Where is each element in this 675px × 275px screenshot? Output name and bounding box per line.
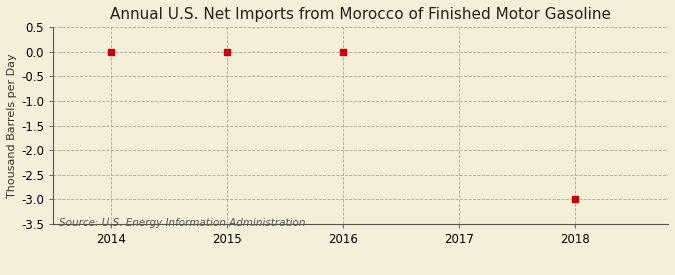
Y-axis label: Thousand Barrels per Day: Thousand Barrels per Day — [7, 53, 17, 198]
Title: Annual U.S. Net Imports from Morocco of Finished Motor Gasoline: Annual U.S. Net Imports from Morocco of … — [110, 7, 611, 22]
Text: Source: U.S. Energy Information Administration: Source: U.S. Energy Information Administ… — [59, 218, 306, 228]
